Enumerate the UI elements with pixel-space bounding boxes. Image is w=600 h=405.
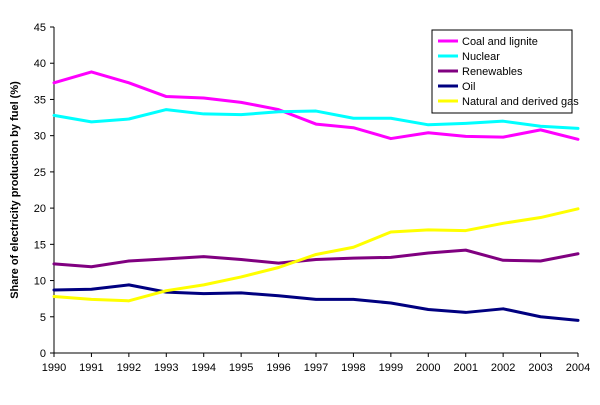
y-tick-label: 5 [40,312,46,324]
x-tick-label: 1995 [229,362,253,374]
legend-label: Nuclear [462,51,500,63]
series-line-natural-and-derived-gas [52,207,580,303]
y-tick-label: 35 [34,94,46,106]
x-tick-label: 1991 [79,362,103,374]
y-tick-label: 25 [34,167,46,179]
x-axis-ticks: 1990 1991 1992 1993 1994 1995 1996 1997 1998 1999… [42,353,590,374]
y-tick-label: 30 [34,131,46,143]
x-tick-label: 1990 [42,362,66,374]
series-line-oil [52,283,580,322]
x-tick-label: 1997 [304,362,328,374]
x-tick-label: 1998 [341,362,365,374]
y-tick-label: 40 [34,58,46,70]
y-tick-label: 0 [40,348,46,360]
y-axis-ticks: 0 5 10 15 20 25 30 35 40 45 [34,22,54,360]
legend: Coal and lignite Nuclear Renewables Oil Natu… [431,29,579,114]
y-axis-title: Share of electricity production by fuel … [9,81,21,299]
x-tick-label: 2003 [528,362,552,374]
y-tick-label: 20 [34,203,46,215]
x-tick-label: 1993 [154,362,178,374]
x-tick-label: 2001 [453,362,477,374]
legend-label: Natural and derived gas [462,96,579,108]
x-tick-label: 1999 [379,362,403,374]
x-tick-label: 2000 [416,362,440,374]
legend-label: Coal and lignite [462,36,538,48]
series-line-nuclear [52,108,580,130]
y-tick-label: 10 [34,276,46,288]
x-tick-label: 1994 [191,362,215,374]
y-tick-label: 45 [34,22,46,34]
x-tick-label: 2004 [566,362,590,374]
series-line-coal-and-lignite [52,70,580,141]
legend-label: Oil [462,81,475,93]
x-tick-label: 1996 [266,362,290,374]
series-line-renewables [52,248,580,269]
x-tick-label: 1992 [117,362,141,374]
y-tick-label: 15 [34,239,46,251]
x-tick-label: 2002 [491,362,515,374]
series-layer [52,70,580,322]
legend-label: Renewables [462,66,523,78]
